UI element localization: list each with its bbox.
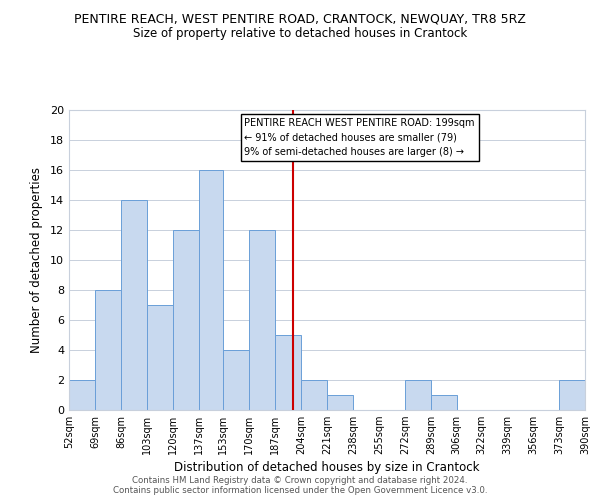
Text: Size of property relative to detached houses in Crantock: Size of property relative to detached ho…: [133, 28, 467, 40]
Text: Contains HM Land Registry data © Crown copyright and database right 2024.: Contains HM Land Registry data © Crown c…: [132, 476, 468, 485]
Bar: [559, 380, 585, 410]
Bar: [121, 200, 147, 410]
Bar: [275, 335, 301, 410]
Bar: [327, 395, 353, 410]
Bar: [69, 380, 95, 410]
X-axis label: Distribution of detached houses by size in Crantock: Distribution of detached houses by size …: [174, 462, 480, 474]
Text: PENTIRE REACH, WEST PENTIRE ROAD, CRANTOCK, NEWQUAY, TR8 5RZ: PENTIRE REACH, WEST PENTIRE ROAD, CRANTO…: [74, 12, 526, 26]
Bar: [405, 380, 431, 410]
Bar: [95, 290, 121, 410]
Bar: [173, 230, 199, 410]
Y-axis label: Number of detached properties: Number of detached properties: [30, 167, 43, 353]
Bar: [223, 350, 249, 410]
Bar: [431, 395, 457, 410]
Bar: [249, 230, 275, 410]
Bar: [301, 380, 327, 410]
Text: Contains public sector information licensed under the Open Government Licence v3: Contains public sector information licen…: [113, 486, 487, 495]
Text: PENTIRE REACH WEST PENTIRE ROAD: 199sqm
← 91% of detached houses are smaller (79: PENTIRE REACH WEST PENTIRE ROAD: 199sqm …: [244, 118, 475, 157]
Bar: [147, 305, 173, 410]
Bar: [199, 170, 223, 410]
